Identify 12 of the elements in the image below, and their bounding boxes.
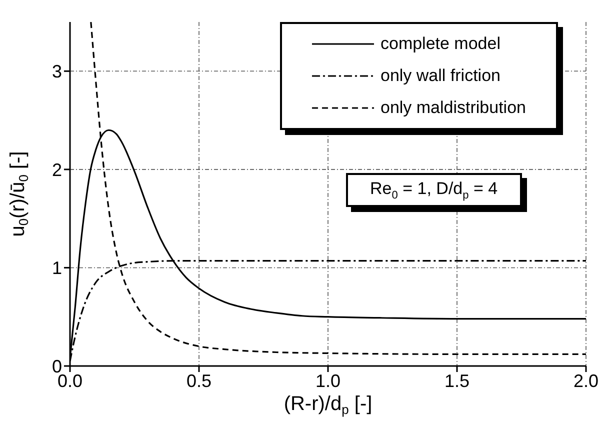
annotation: Re$_{0}$ = 1, D/d$_{p}$ = 4: [370, 179, 498, 202]
x-tick-label: 2.0: [573, 370, 599, 391]
y-tick-label: 1: [52, 258, 62, 278]
x-tick-label: 1.0: [315, 370, 341, 391]
x-tick-label: 0.5: [186, 370, 212, 391]
x-axis-title: (R-r)/d$_{p}$ [-]: [284, 393, 372, 417]
y-tick-label: 3: [52, 62, 62, 82]
y-tick-label: 2: [52, 160, 62, 180]
legend-label: only maldistribution: [380, 98, 526, 118]
x-tick-label: 1.5: [444, 370, 470, 391]
legend-label: only wall friction: [380, 66, 500, 86]
legend-label: complete model: [380, 34, 500, 54]
